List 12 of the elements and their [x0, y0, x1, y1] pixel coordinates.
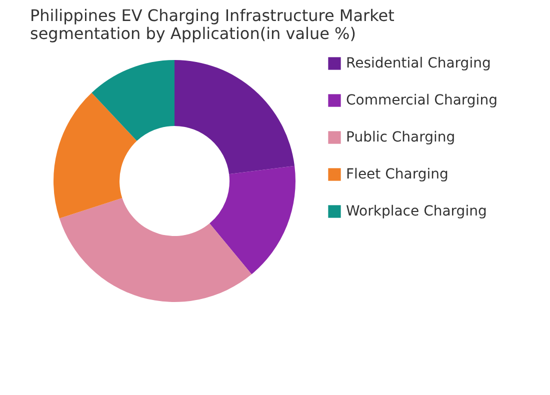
text: segmentation by Application(in value %)	[30, 24, 356, 43]
donut-slice	[174, 60, 295, 174]
donut-slice	[210, 166, 296, 274]
legend-label: Residential Charging	[346, 56, 491, 72]
text: Philippines EV Charging Infrastructure Market	[30, 6, 394, 25]
legend-label: Workplace Charging	[346, 204, 487, 220]
legend-label: Commercial Charging	[346, 92, 498, 108]
donut-slice	[92, 60, 174, 141]
donut-slice	[59, 198, 252, 302]
legend-label: Public Charging	[346, 130, 456, 146]
donut-slice	[54, 92, 137, 218]
legend-label: Fleet Charging	[346, 166, 448, 182]
